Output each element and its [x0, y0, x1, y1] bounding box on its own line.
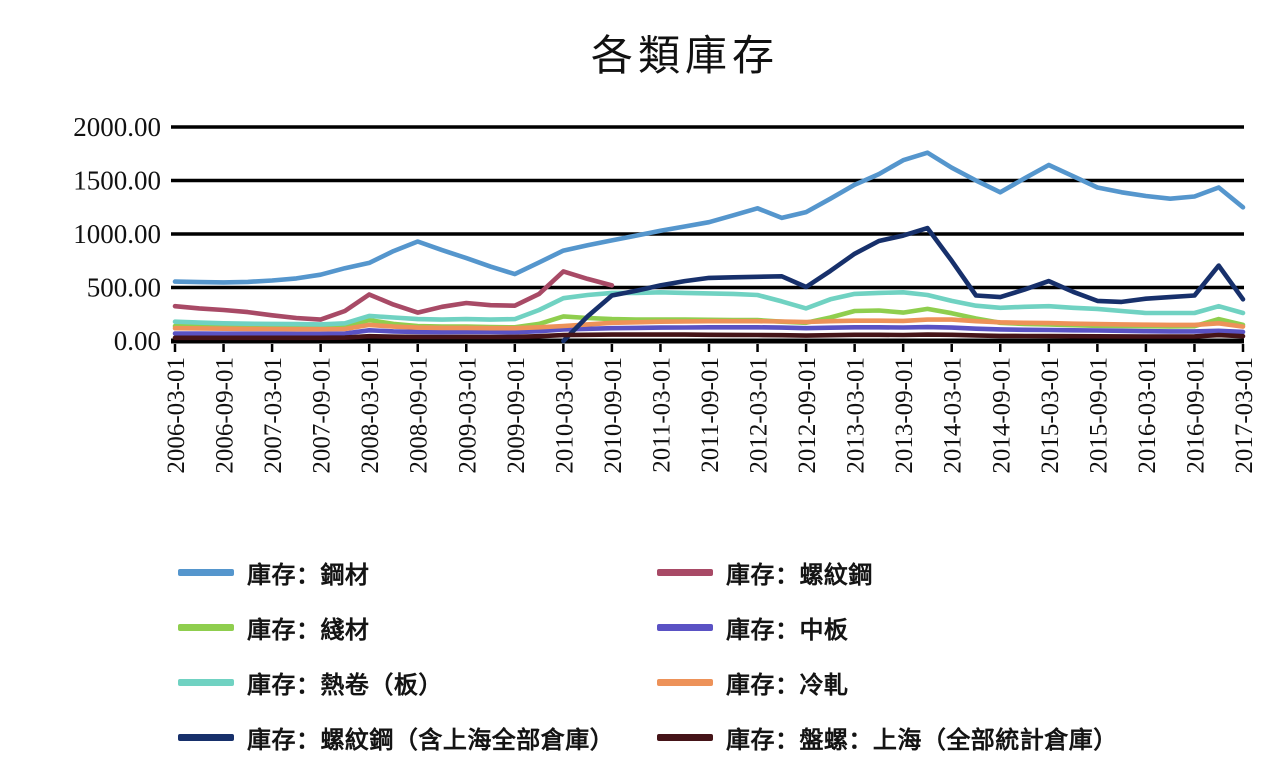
series-line-medium-plate: [172, 324, 1246, 337]
x-axis-tick-label: 2012-03-01: [746, 357, 773, 474]
y-axis-tick-label: 1000.00: [73, 219, 161, 249]
x-axis-tick-label: 2008-03-01: [357, 357, 384, 474]
x-axis-tick-label: 2014-09-01: [988, 357, 1015, 474]
x-axis-tick-label: 2012-09-01: [794, 357, 821, 474]
x-axis-tick-label: 2013-03-01: [843, 357, 870, 474]
series-line-steel: [172, 150, 1246, 285]
legend-item-wire-rod: 庫存：綫材: [178, 610, 657, 645]
x-axis-tick-label: 2010-03-01: [551, 357, 578, 474]
x-axis-tick-label: 2011-09-01: [697, 357, 724, 473]
x-axis-tick-label: 2007-09-01: [309, 357, 336, 474]
series-line-cold-rolled: [172, 317, 1246, 332]
y-axis-tick-label: 0.00: [114, 326, 161, 356]
legend-item-medium-plate: 庫存：中板: [657, 610, 1118, 645]
x-axis-tick-label: 2011-03-01: [648, 357, 675, 473]
legend-swatch-coiled-rebar-shanghai: [657, 734, 713, 741]
legend-swatch-cold-rolled: [657, 679, 713, 686]
legend-label-steel: 庫存：鋼材: [247, 563, 370, 589]
legend: 庫存：鋼材 庫存：螺紋鋼庫存：綫材 庫存：中板庫存：熱卷（板） 庫存：冷軋庫存：螺紋鋼…: [178, 545, 1118, 765]
x-axis-tick-label: 2016-03-01: [1134, 357, 1161, 474]
legend-label-rebar-shanghai-all: 庫存：螺紋鋼（含上海全部倉庫）: [247, 728, 615, 754]
legend-swatch-medium-plate: [657, 624, 713, 631]
legend-item-rebar-shanghai-all: 庫存：螺紋鋼（含上海全部倉庫）: [178, 720, 657, 755]
legend-label-wire-rod: 庫存：綫材: [247, 618, 370, 644]
legend-swatch-wire-rod: [178, 624, 234, 631]
series-line-coiled-rebar-shanghai: [172, 332, 1246, 341]
legend-label-medium-plate: 庫存：中板: [726, 618, 849, 644]
y-axis-tick-label: 500.00: [87, 273, 161, 303]
legend-swatch-rebar-shanghai-all: [178, 734, 234, 741]
x-axis-tick-label: 2010-09-01: [600, 357, 627, 474]
x-axis-tick-label: 2015-03-01: [1037, 357, 1064, 474]
y-axis-tick-label: 2000.00: [73, 112, 161, 142]
x-axis-tick-label: 2007-03-01: [260, 357, 287, 474]
legend-item-cold-rolled: 庫存：冷軋: [657, 665, 1118, 700]
legend-item-coiled-rebar-shanghai: 庫存：盤螺：上海（全部統計倉庫）: [657, 720, 1118, 755]
x-axis-tick-label: 2015-09-01: [1085, 357, 1112, 474]
series-line-hot-rolled-coil: [172, 290, 1246, 327]
legend-label-rebar: 庫存：螺紋鋼: [726, 563, 873, 589]
legend-item-hot-rolled-coil: 庫存：熱卷（板）: [178, 665, 657, 700]
x-axis-tick-label: 2013-09-01: [891, 357, 918, 474]
legend-label-hot-rolled-coil: 庫存：熱卷（板）: [247, 673, 443, 699]
legend-swatch-steel: [178, 569, 234, 576]
legend-item-steel: 庫存：鋼材: [178, 555, 657, 590]
chart-title: 各類庫存: [590, 34, 780, 80]
legend-swatch-rebar: [657, 569, 713, 576]
x-axis-tick-label: 2009-03-01: [454, 357, 481, 474]
legend-label-coiled-rebar-shanghai: 庫存：盤螺：上海（全部統計倉庫）: [726, 728, 1118, 754]
x-axis-tick-label: 2014-03-01: [940, 357, 967, 474]
y-axis-tick-label: 1500.00: [73, 166, 161, 196]
legend-item-rebar: 庫存：螺紋鋼: [657, 555, 1118, 590]
legend-swatch-hot-rolled-coil: [178, 679, 234, 686]
x-axis-tick-label: 2016-09-01: [1182, 357, 1209, 474]
x-axis-tick-label: 2017-03-01: [1231, 357, 1258, 474]
line-chart-plot: 0.00 500.00 1000.00 1500.00 2000.00 2006-03-0…: [73, 112, 1258, 474]
x-axis-tick-label: 2009-09-01: [503, 357, 530, 474]
legend-label-cold-rolled: 庫存：冷軋: [726, 673, 849, 699]
x-axis-tick-label: 2006-09-01: [212, 357, 239, 474]
series-line-rebar-shanghai-all: [561, 225, 1246, 344]
series-line-rebar: [172, 269, 615, 322]
x-axis-tick-label: 2008-09-01: [406, 357, 433, 474]
x-axis-tick-label: 2006-03-01: [163, 357, 190, 474]
